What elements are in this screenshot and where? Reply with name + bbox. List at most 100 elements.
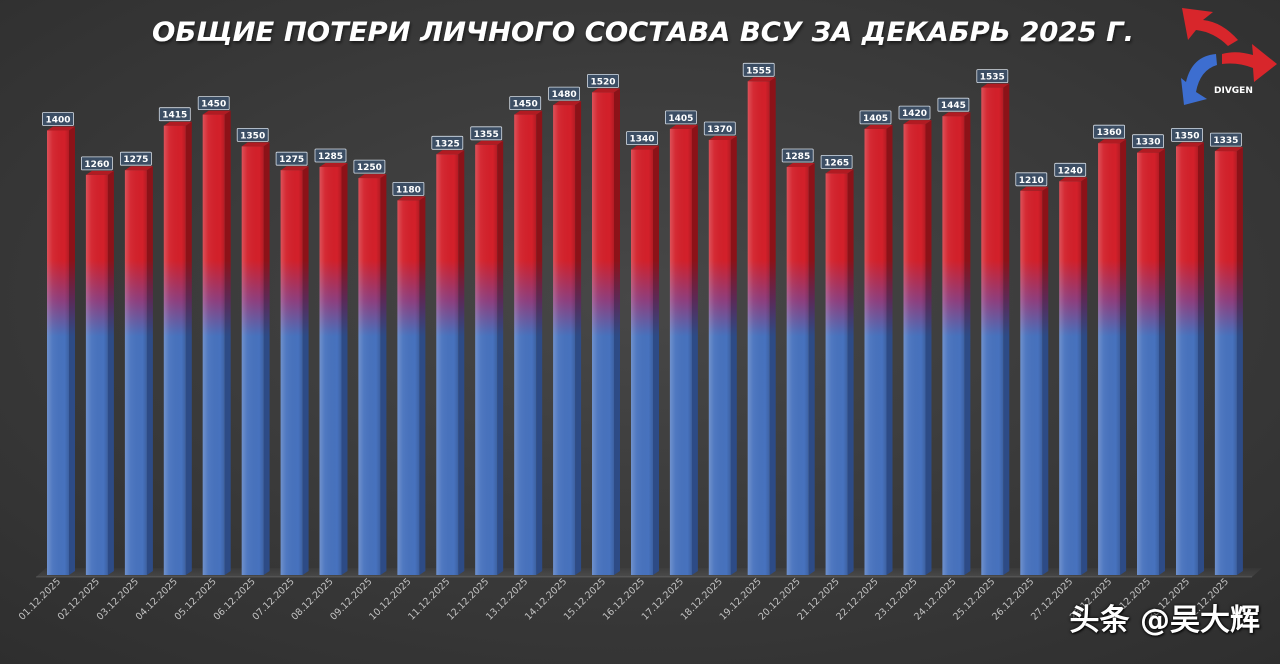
bar-shading [1020,190,1043,576]
bar [1020,186,1049,576]
bar-top-face [124,166,153,171]
bar [981,83,1010,575]
bar-side-face [730,136,737,575]
value-label-text: 1405 [668,114,693,124]
value-label-box [1210,132,1242,147]
value-label: 1370 [703,121,736,136]
bar [592,88,620,576]
bars-layer [47,77,1243,576]
bar-shading [1214,151,1237,575]
bar [280,166,309,575]
bar [942,112,971,575]
bar-top-face [47,126,75,131]
value-label-text: 1450 [513,100,538,110]
value-label-text: 1340 [629,135,654,145]
value-label: 1325 [431,135,464,150]
bar-top-face [436,150,465,155]
value-label-text: 1335 [1213,136,1238,146]
bar-top-face [669,124,698,129]
bar [747,77,776,576]
bar-top-face [631,145,659,150]
bar-side-face [185,121,192,575]
value-label-box [275,151,308,166]
logo-red-arrow-top-icon [1182,8,1238,46]
bar-top-face [163,121,192,126]
bar-top-face [202,110,231,115]
bar-shading [631,149,653,575]
bar-side-face [964,112,971,575]
bar-shading [747,81,770,576]
bar-shading [163,125,186,575]
bar-top-face [1137,148,1165,153]
bar-top-face [280,166,309,171]
value-label-text: 1445 [941,101,966,111]
bar-side-face [380,174,387,575]
value-label: 1285 [781,148,814,163]
bar-side-face [146,166,153,575]
bar [397,196,426,575]
value-label-box [1132,134,1164,149]
bar-side-face [1081,177,1088,576]
bar-top-face [903,120,932,125]
value-label-box [665,110,697,125]
value-label: 1250 [353,159,386,174]
bar-top-face [981,83,1010,88]
bar [903,120,932,575]
bar [202,110,231,575]
bar [241,142,270,575]
bar [1176,142,1204,575]
bar [553,101,582,575]
value-label-text: 1520 [590,77,615,87]
bar [825,169,854,575]
value-label-box [236,127,269,142]
bar-side-face [536,110,543,575]
bar-side-face [886,124,893,576]
value-label-box [703,121,736,136]
value-label-text: 1210 [1019,176,1044,186]
bar-top-face [786,163,815,167]
bar [669,124,698,576]
value-label: 1445 [937,97,970,112]
bar [1137,148,1165,575]
value-label-text: 1535 [980,73,1005,83]
bar-top-face [358,174,387,179]
logo-red-arrow-right-icon [1222,44,1277,82]
bar-top-face [825,169,854,174]
value-label: 1210 [1015,172,1048,187]
value-label-box [1015,172,1048,187]
bar-shading [786,167,809,575]
bar-shading [708,140,731,575]
bar-shading [241,146,264,575]
value-label: 1265 [820,154,853,169]
value-label-box [1054,162,1087,177]
bar [1059,177,1088,576]
value-label-text: 1250 [357,163,382,173]
bar-shading [864,128,887,575]
value-label: 1180 [392,181,425,196]
bar-side-face [497,140,504,576]
bar-top-face [1098,139,1127,144]
value-label: 1450 [509,96,542,110]
value-label-box [509,96,542,110]
bar-shading [942,116,965,575]
bar-top-face [1214,147,1243,152]
value-label-box [548,86,580,101]
value-label-text: 1325 [435,139,460,149]
value-label-text: 1240 [1058,166,1083,176]
chart-title: ОБЩИЕ ПОТЕРИ ЛИЧНОГО СОСТАВА ВСУ ЗА ДЕКА… [152,17,1134,48]
watermark: 头条 @吴大辉 [1069,603,1260,638]
bar-side-face [575,101,582,575]
value-label-box [158,107,191,122]
bar-shading [1059,181,1082,576]
value-label-text: 1260 [84,160,109,170]
value-label-text: 1180 [396,185,421,195]
bar-side-face [224,110,231,575]
value-label: 1275 [120,151,152,166]
bar-shading [397,200,420,575]
bar-top-face [85,170,114,175]
bar [514,110,543,575]
value-label-text: 1285 [785,152,810,162]
value-label: 1350 [1171,127,1203,142]
bar-top-face [319,163,348,167]
